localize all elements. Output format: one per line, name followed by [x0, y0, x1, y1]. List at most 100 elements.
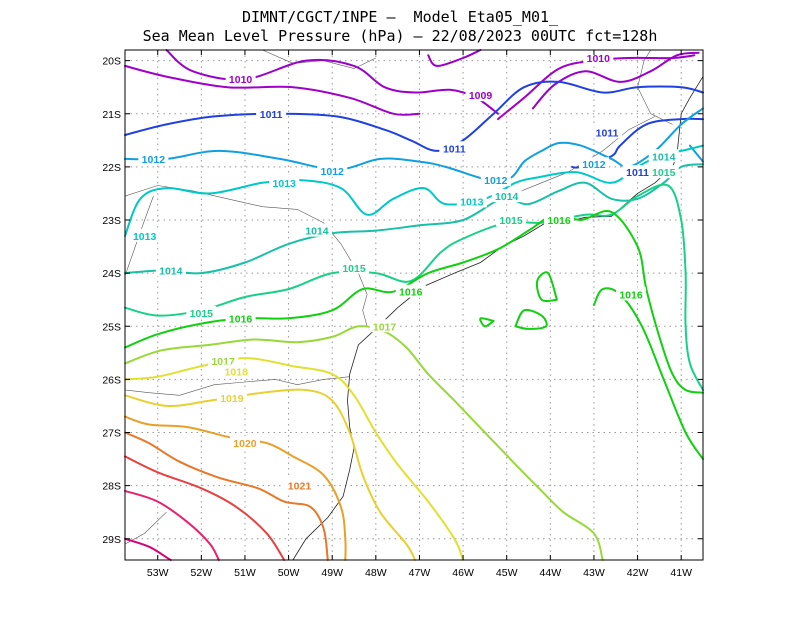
isobar-label-1019: 1019 — [220, 393, 244, 405]
isobar-label-1014: 1014 — [652, 151, 676, 163]
isobar-label-1014: 1014 — [305, 226, 329, 238]
isobar-label-bg — [456, 194, 487, 208]
isobar-1023 — [124, 489, 220, 561]
isobar-label-bg — [369, 319, 400, 333]
isobar-label-1011: 1011 — [626, 167, 649, 179]
x-tick-label: 43W — [583, 567, 605, 579]
isobar-label-bg — [225, 311, 256, 325]
isobar-label-1016: 1016 — [619, 289, 643, 301]
isobar-label-1015: 1015 — [342, 263, 366, 275]
isobar-1010 — [124, 64, 421, 116]
y-tick-label: 20S — [102, 56, 121, 68]
isobar-label-1015: 1015 — [190, 308, 214, 320]
isobar-1016 — [479, 317, 495, 328]
isobar-1018 — [124, 357, 465, 561]
y-tick-label: 22S — [102, 162, 121, 174]
isobar-label-bg — [269, 175, 300, 189]
y-tick-label: 24S — [102, 268, 121, 280]
isobar-label-1016: 1016 — [399, 287, 423, 299]
isobar-label-1013: 1013 — [273, 178, 297, 190]
isobar-label-1012: 1012 — [142, 154, 166, 166]
isobar-label-1012: 1012 — [484, 175, 508, 187]
y-tick-label: 29S — [102, 534, 121, 546]
isobar-1022 — [124, 455, 286, 561]
isobar-label-bg — [648, 165, 679, 179]
isobar-label-1014: 1014 — [495, 191, 519, 203]
x-tick-label: 53W — [147, 567, 169, 579]
isobar-label-1017: 1017 — [373, 321, 397, 333]
x-tick-label: 47W — [409, 567, 431, 579]
isobar-1014 — [124, 163, 704, 275]
isobar-1009 — [165, 49, 499, 115]
isobar-label-1011: 1011 — [596, 127, 619, 139]
isobar-label-1009: 1009 — [469, 90, 493, 102]
isobar-label-1012: 1012 — [321, 166, 345, 178]
isobar-1016 — [124, 210, 704, 394]
isobar-label-bg — [221, 364, 252, 378]
x-tick-label: 50W — [278, 567, 300, 579]
isobar-label-bg — [583, 50, 614, 64]
isobar-label-bg — [129, 228, 160, 242]
isobar-label-bg — [216, 390, 247, 404]
isobar-1012 — [688, 144, 704, 163]
isobar-label-bg — [229, 436, 260, 450]
y-tick-label: 27S — [102, 428, 121, 440]
isobar-label-bg — [648, 149, 679, 163]
x-tick-label: 46W — [452, 567, 474, 579]
isobar-label-bg — [395, 284, 426, 298]
plot-area: 1009 1010 1010 1011 1011 1011 1011 1012 1012 1012… — [124, 49, 704, 561]
title-line-1: DIMNT/CGCT/INPE — Model Eta05_M01_ — [242, 8, 559, 26]
isobar-1016 — [535, 271, 558, 303]
isobar-label-bg — [496, 213, 527, 226]
plot-frame — [124, 49, 704, 561]
isobar-label-bg — [616, 287, 647, 301]
isobar-label-bg — [138, 151, 169, 165]
x-tick-label: 52W — [191, 567, 213, 579]
isobar-label-1011: 1011 — [260, 109, 283, 121]
isobar-label-bg — [256, 106, 287, 120]
x-tick-label: 41W — [670, 567, 692, 579]
isobar-label-1015: 1015 — [499, 215, 523, 227]
isobar-label-1014: 1014 — [159, 265, 183, 277]
x-tick-label: 45W — [496, 567, 518, 579]
x-tick-label: 51W — [234, 567, 256, 579]
isobar-label-1012: 1012 — [582, 159, 606, 171]
isobar-label-1016: 1016 — [547, 215, 571, 227]
isobar-label-bg — [491, 189, 522, 203]
isobar-1009 — [427, 49, 482, 67]
axis-layer: 53W 52W 51W 50W 49W 48W 47W 46W 45W 44W 43W 42W 41W 2… — [102, 50, 703, 579]
isobar-label-bg — [155, 263, 186, 277]
y-tick-label: 23S — [102, 215, 121, 227]
isobar-label-1011: 1011 — [443, 143, 466, 155]
x-tick-label: 49W — [321, 567, 343, 579]
isobar-label-bg — [578, 157, 609, 171]
isobar-1019 — [124, 388, 417, 561]
y-tick-label: 28S — [102, 481, 121, 493]
isobar-label-1020: 1020 — [233, 438, 257, 450]
x-tick-label: 48W — [365, 567, 387, 579]
isobar-label-bg — [301, 223, 332, 237]
y-tick-label: 25S — [102, 321, 121, 333]
state-border — [124, 376, 350, 396]
isobar-label-bg — [225, 72, 256, 86]
isobar-label-layer: 1009 1010 1010 1011 1011 1011 1011 1012 1012 1012… — [129, 50, 679, 493]
isobar-label-bg — [480, 173, 511, 187]
isobar-label-bg — [439, 141, 470, 155]
isobar-label-bg — [186, 305, 217, 319]
isobar-1009 — [531, 51, 700, 110]
y-tick-label: 26S — [102, 374, 121, 386]
isobar-1016 — [514, 308, 548, 330]
isobar-label-1021: 1021 — [288, 481, 312, 493]
isobar-label-bg — [465, 88, 496, 102]
isobar-label-bg — [622, 165, 653, 179]
isobar-1020 — [124, 415, 347, 561]
isobar-label-bg — [544, 213, 575, 226]
isobar-1017 — [124, 325, 604, 561]
title-line-2: Sea Mean Level Pressure (hPa) — 22/08/20… — [143, 27, 658, 45]
grid-layer — [125, 50, 703, 560]
isobar-label-1013: 1013 — [460, 196, 484, 208]
isobar-label-bg — [284, 478, 315, 492]
isobar-1021 — [124, 431, 329, 561]
isobar-1016 — [592, 287, 704, 461]
